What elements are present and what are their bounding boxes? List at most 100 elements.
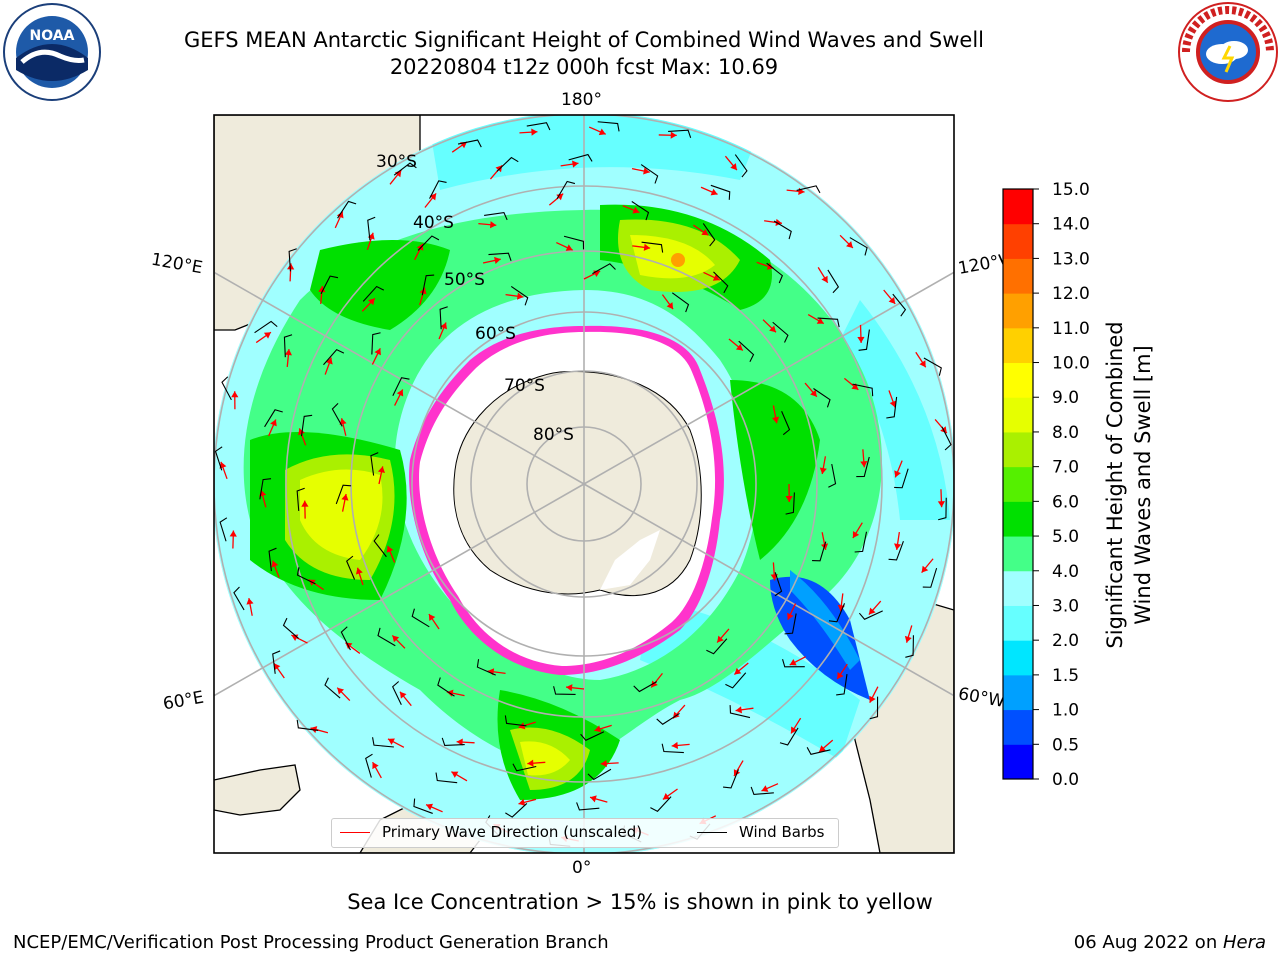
colorbar-label-line1: Significant Height of Combined	[1103, 321, 1127, 648]
wave-arrow-head	[919, 360, 926, 368]
lat-label-40s: 40°S	[413, 213, 454, 233]
colorbar-segment	[1003, 431, 1033, 468]
wind-barb	[568, 153, 593, 162]
wave-arrow-head	[298, 428, 305, 436]
wind-barb	[888, 540, 904, 561]
colorbar-tick-label: 5.0	[1052, 527, 1079, 547]
wind-barb	[214, 446, 223, 471]
colorbar-segment	[1003, 605, 1033, 641]
wind-barb	[413, 798, 433, 814]
wind-barb	[233, 586, 245, 611]
wind-barb	[668, 129, 692, 138]
wind-barb	[781, 411, 791, 436]
wave-arrow-head	[734, 667, 742, 675]
wave-arrow-head	[374, 348, 381, 356]
wave-arrow-head	[810, 389, 817, 397]
wave-direction-legend-label: Primary Wave Direction (unscaled)	[382, 823, 643, 841]
wind-barb	[340, 626, 351, 651]
lat-label-50s: 50°S	[444, 270, 485, 290]
wind-barb	[576, 802, 600, 811]
wave-arrow-head	[785, 495, 793, 502]
colorbar-tick-label: 12.0	[1052, 284, 1090, 304]
wind-barb	[738, 340, 755, 363]
wind-barb	[587, 768, 612, 781]
wind-barb	[774, 572, 783, 597]
wave-arrow-head	[851, 383, 859, 390]
wind-barb	[773, 220, 792, 240]
lat-label-70s: 70°S	[504, 376, 545, 396]
wave-arrow-head	[527, 759, 534, 767]
wind-barb	[923, 357, 942, 376]
wave-arrow-head	[846, 241, 853, 248]
footer-branch: NCEP/EMC/Verification Post Processing Pr…	[13, 932, 609, 953]
wind-barb	[892, 293, 907, 317]
colorbar-segment	[1003, 570, 1033, 606]
wind-barb	[766, 262, 784, 284]
colorbar-segment	[1003, 327, 1033, 364]
wind-barb	[512, 763, 537, 772]
wave-arrow-head	[566, 684, 573, 692]
colorbar-segment	[1003, 466, 1033, 502]
wind-barb	[488, 252, 512, 261]
colorbar-segment	[1003, 536, 1033, 572]
wave-arrow-head	[717, 635, 724, 643]
wave-arrow-head	[666, 302, 674, 310]
wind-barb	[725, 672, 747, 689]
colorbar-tick-label: 14.0	[1052, 215, 1090, 235]
wind-barb	[750, 786, 774, 796]
wind-barb	[283, 334, 293, 358]
chart-title: GEFS MEAN Antarctic Significant Height o…	[183, 28, 985, 52]
wave-arrow-head	[821, 275, 828, 283]
wave-arrow-head	[271, 560, 279, 568]
wind-barbs	[214, 121, 952, 847]
wave-arrow-head	[565, 244, 573, 251]
wind-barb	[580, 731, 605, 741]
wind-barb	[296, 567, 316, 585]
colorbar-segment	[1003, 397, 1033, 433]
wind-barb	[553, 686, 576, 695]
wave-arrow-head	[531, 128, 538, 136]
sea-ice-note: Sea Ice Concentration > 15% is shown in …	[347, 890, 933, 914]
wind-barb	[377, 627, 396, 647]
wind-barb	[282, 617, 299, 639]
wave-arrow-head	[355, 567, 363, 575]
wind-barb	[641, 241, 664, 253]
wave-arrow-head	[730, 163, 737, 171]
wind-barb	[813, 388, 831, 408]
wave-arrow-head	[598, 128, 606, 136]
wind-barb	[362, 285, 385, 302]
colorbar-segment	[1003, 362, 1033, 398]
colorbar-tick-label: 0.5	[1052, 735, 1079, 755]
wind-barb	[817, 317, 840, 328]
wave-arrow-head	[710, 188, 718, 196]
antarctica	[453, 371, 702, 596]
wind-barb	[323, 349, 345, 366]
wind-barb	[254, 320, 278, 334]
wave-arrow-head	[339, 418, 347, 425]
wave-arrow-head	[904, 635, 912, 643]
wind-barb	[337, 200, 357, 219]
wind-barb	[421, 274, 435, 296]
colorbar-tick-label: 9.0	[1052, 388, 1079, 408]
colorbar-segment	[1003, 501, 1033, 537]
wave-arrow-head	[341, 494, 349, 501]
wave-arrow-head	[894, 543, 902, 550]
wind-barb	[392, 377, 410, 396]
wind-barb	[370, 452, 379, 476]
wave-arrow-head	[789, 659, 797, 666]
wave-arrow-head	[429, 193, 437, 201]
wind-barb	[671, 292, 690, 313]
wave-arrow-head	[772, 416, 780, 424]
wave-arrow-head	[394, 170, 402, 178]
wind-barb	[656, 712, 680, 725]
wave-arrow-head	[819, 467, 827, 475]
wave-arrow-head	[643, 243, 651, 251]
wind-barb	[941, 426, 952, 451]
wave-arrow-head	[651, 680, 658, 688]
wind-barb	[510, 285, 529, 306]
wind-barb	[858, 610, 883, 620]
wind-barb	[661, 743, 684, 754]
wave-arrow-head	[318, 285, 326, 293]
wave-arrow-head	[937, 501, 946, 508]
